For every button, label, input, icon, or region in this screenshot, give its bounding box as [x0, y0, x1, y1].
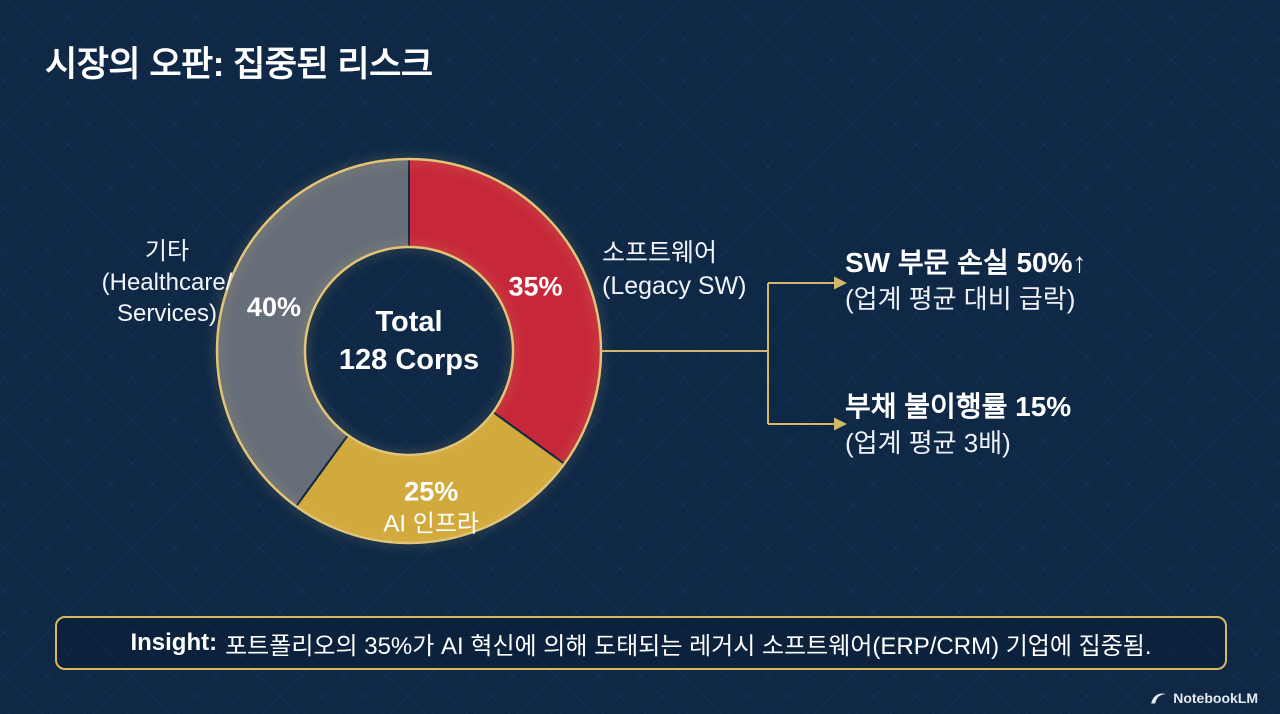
- insight-text: 포트폴리오의 35%가 AI 혁신에 의해 도태되는 레거시 소프트웨어(ERP…: [225, 632, 1152, 660]
- notebooklm-icon: [1151, 693, 1167, 704]
- callout-debt-default-title: 부채 불이행률 15%: [845, 391, 1072, 422]
- segment-pct-label-2: 40%: [247, 292, 301, 322]
- callout-debt-default-subtitle: (업계 평균 3배): [845, 428, 1011, 458]
- donut-segment-labels: 35% 25% AI 인프라 40%: [247, 272, 563, 538]
- callout-sw-loss-subtitle: (업계 평균 대비 급락): [845, 284, 1076, 314]
- insight-label: Insight:: [130, 629, 218, 656]
- callout-sw-loss-title: SW 부문 손실 50%↑: [845, 247, 1087, 278]
- brand-name: NotebookLM: [1173, 690, 1258, 706]
- segment-pct-label-0: 35%: [508, 272, 562, 302]
- label-other-segment: 기타 (Healthcare/ Services): [58, 236, 276, 329]
- label-other-line3: Services): [116, 300, 218, 327]
- notebooklm-brand: NotebookLM: [1150, 690, 1258, 706]
- label-other-line2: (Healthcare/: [101, 269, 233, 296]
- segment-pct-label-1: 25%: [404, 476, 458, 506]
- donut-chart: 35% 25% AI 인프라 40% Total 128 Corps: [199, 141, 619, 561]
- label-software-line1: 소프트웨어: [602, 239, 718, 267]
- donut-center-line2: 128 Corps: [339, 344, 479, 376]
- page-title: 시장의 오판: 집중된 리스크: [45, 45, 433, 84]
- insight-box: Insight: 포트폴리오의 35%가 AI 혁신에 의해 도태되는 레거시 …: [55, 616, 1227, 670]
- callout-sw-loss: SW 부문 손실 50%↑ (업계 평균 대비 급락): [845, 244, 1087, 317]
- segment-sub-label-1: AI 인프라: [383, 510, 479, 537]
- donut-center-line1: Total: [375, 306, 442, 338]
- label-software-line2: (Legacy SW): [602, 272, 747, 300]
- callout-debt-default: 부채 불이행률 15% (업계 평균 3배): [845, 388, 1071, 461]
- label-software-segment: 소프트웨어 (Legacy SW): [602, 237, 746, 303]
- label-other-line1: 기타: [144, 238, 190, 265]
- donut-chart-svg: 35% 25% AI 인프라 40% Total 128 Corps: [215, 157, 603, 545]
